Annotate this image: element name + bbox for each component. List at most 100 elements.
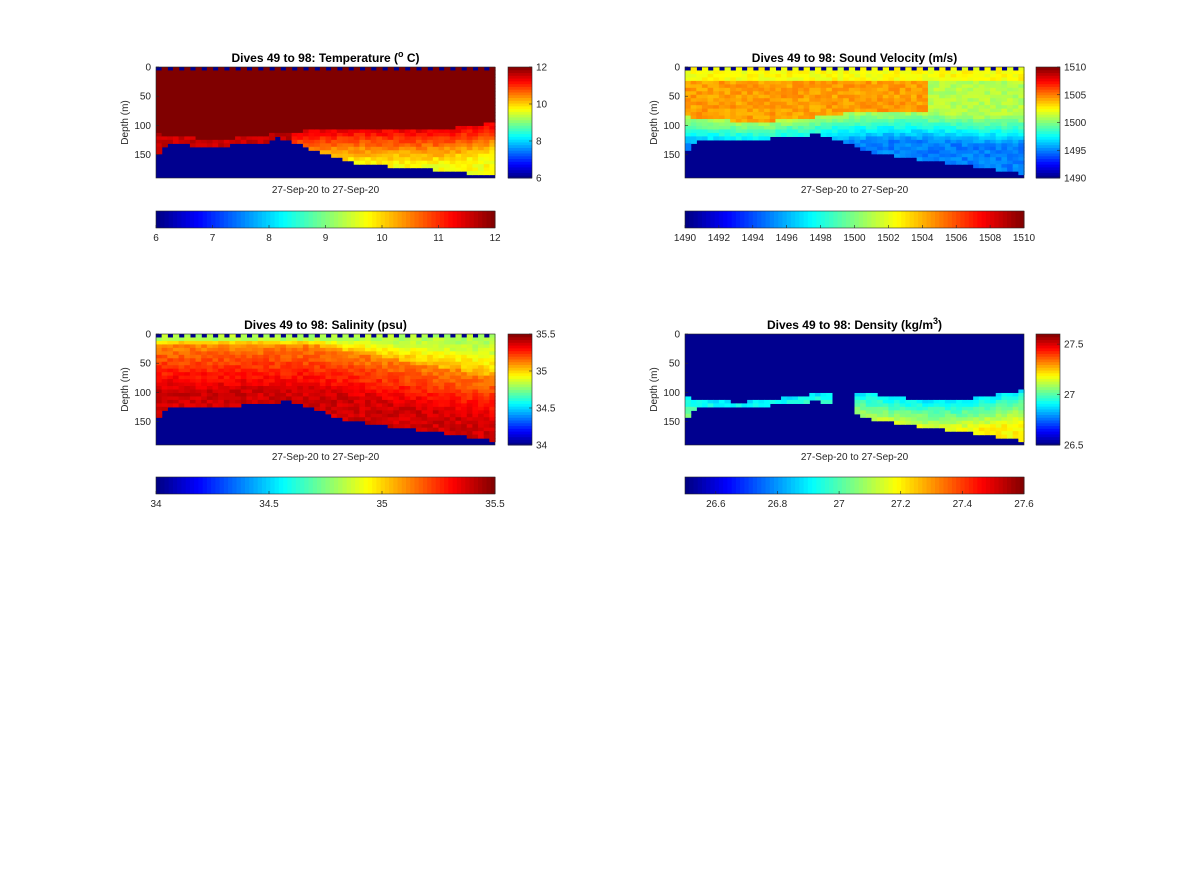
heatmap-cell xyxy=(348,112,355,117)
heatmap-cell xyxy=(285,108,293,113)
heatmap-cell xyxy=(410,108,417,113)
heatmap-cell xyxy=(263,361,270,366)
heatmap-cell xyxy=(444,167,451,172)
heatmap-cell xyxy=(393,382,400,387)
heatmap-cell xyxy=(342,375,349,380)
heatmap-cell xyxy=(359,80,366,85)
heatmap-cell xyxy=(944,112,952,117)
heatmap-cell xyxy=(786,94,793,99)
colorbar-segment xyxy=(508,175,532,179)
heatmap-cell xyxy=(973,77,980,82)
heatmap-cell xyxy=(735,77,743,82)
heatmap-cell xyxy=(973,115,980,120)
heatmap-cell xyxy=(444,73,451,79)
heatmap-cell xyxy=(882,125,889,131)
colorbar-segment xyxy=(1036,108,1060,112)
heatmap-cell xyxy=(685,129,692,134)
heatmap-cell xyxy=(314,80,321,85)
heatmap-cell xyxy=(178,358,185,363)
heatmap-cell xyxy=(444,399,451,404)
heatmap-cell xyxy=(308,108,315,113)
heatmap-cell xyxy=(973,143,980,148)
heatmap-cell xyxy=(331,379,338,384)
heatmap-cell xyxy=(370,365,377,370)
colorbar-segment xyxy=(508,169,532,173)
heatmap-cell xyxy=(246,91,253,96)
heatmap-cell xyxy=(854,403,861,408)
heatmap-cell xyxy=(325,392,332,398)
heatmap-cell xyxy=(438,143,445,148)
heatmap-cell xyxy=(432,413,440,418)
heatmap-cell xyxy=(961,80,969,85)
heatmap-cell xyxy=(218,340,225,346)
heatmap-cell xyxy=(747,112,754,117)
heatmap-cell xyxy=(348,157,355,162)
heatmap-cell xyxy=(747,115,754,120)
heatmap-cell xyxy=(724,70,731,75)
heatmap-cell xyxy=(365,122,372,127)
heatmap-cell xyxy=(894,98,901,103)
heatmap-cell xyxy=(410,386,417,391)
heatmap-cell xyxy=(911,115,918,120)
heatmap-cell xyxy=(314,146,321,151)
heatmap-cell xyxy=(353,94,360,99)
heatmap-cell xyxy=(410,84,417,89)
heatmap-cell xyxy=(1001,143,1008,148)
heatmap-cell xyxy=(325,115,332,120)
heatmap-cell xyxy=(212,358,219,363)
colorbar-segment xyxy=(508,158,532,162)
heatmap-cell xyxy=(365,379,372,384)
heatmap-cell xyxy=(382,413,389,418)
heatmap-cell xyxy=(956,153,963,158)
heatmap-cell xyxy=(730,73,737,79)
heatmap-cell xyxy=(961,105,969,110)
heatmap-cell xyxy=(865,143,873,148)
heatmap-cell xyxy=(461,386,468,391)
heatmap-cell xyxy=(331,115,338,120)
heatmap-cell xyxy=(218,101,225,106)
y-tick-label: 0 xyxy=(145,63,151,74)
heatmap-cell xyxy=(916,101,923,106)
heatmap-cell xyxy=(410,389,417,394)
heatmap-cell xyxy=(370,91,377,96)
heatmap-cell xyxy=(370,344,377,349)
heatmap-cell xyxy=(786,399,793,404)
heatmap-cell xyxy=(161,115,168,120)
heatmap-cell xyxy=(172,70,180,75)
heatmap-cell xyxy=(189,98,197,103)
heatmap-cell xyxy=(831,91,839,96)
heatmap-cell xyxy=(449,101,457,106)
heatmap-cell xyxy=(246,77,253,82)
heatmap-cell xyxy=(927,84,935,89)
heatmap-cell xyxy=(285,386,293,391)
heatmap-cell xyxy=(184,67,191,72)
heatmap-cell xyxy=(398,153,406,158)
heatmap-cell xyxy=(269,101,276,106)
heatmap-cell xyxy=(882,77,889,82)
heatmap-cell xyxy=(240,379,247,384)
heatmap-cell xyxy=(410,77,417,82)
heatmap-cell xyxy=(820,125,827,131)
heatmap-cell xyxy=(483,136,490,141)
heatmap-cell xyxy=(427,382,434,387)
heatmap-cell xyxy=(922,413,929,418)
heatmap-cell xyxy=(421,396,428,401)
heatmap-cell xyxy=(877,98,884,103)
heatmap-cell xyxy=(786,80,793,85)
heatmap-cell xyxy=(156,139,163,144)
heatmap-cell xyxy=(922,150,929,155)
heatmap-cell xyxy=(466,157,473,162)
heatmap-cell xyxy=(882,91,889,96)
heatmap-cell xyxy=(781,101,788,106)
heatmap-cell xyxy=(950,91,957,96)
heatmap-cell xyxy=(178,112,185,117)
heatmap-cell xyxy=(319,358,327,363)
heatmap-cell xyxy=(336,87,344,92)
heatmap-cell xyxy=(916,150,923,155)
heatmap-cell xyxy=(398,160,406,165)
heatmap-cell xyxy=(1007,87,1014,92)
heatmap-cell xyxy=(922,91,929,96)
heatmap-cell xyxy=(747,73,754,79)
heatmap-cell xyxy=(404,125,411,131)
heatmap-cell xyxy=(257,368,264,373)
